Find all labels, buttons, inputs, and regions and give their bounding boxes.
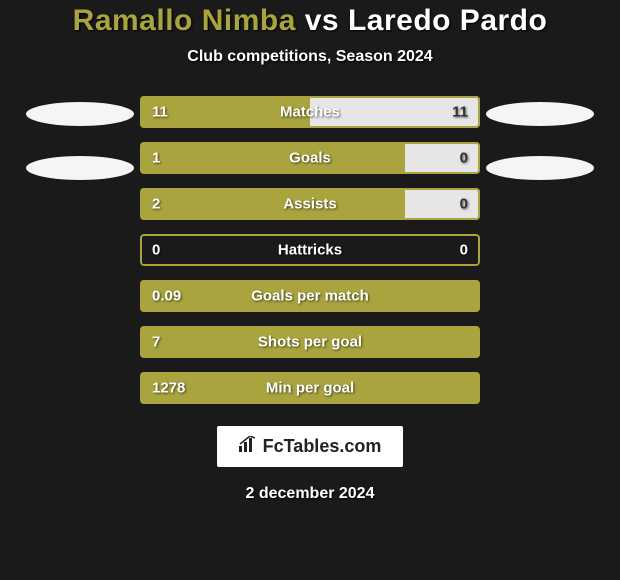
stat-row: 0 0 Hattricks	[140, 234, 480, 266]
stats-bars: 11 11 Matches 1 0 Goals 2 0 Assists 0 0 Hattricks 0.…	[140, 96, 480, 404]
chart-area: 11 11 Matches 1 0 Goals 2 0 Assists 0 0 Hattricks 0.…	[0, 96, 620, 404]
stat-value-left: 0.09	[152, 288, 181, 305]
stat-value-right: 0	[460, 196, 468, 213]
stat-label: Goals	[289, 150, 331, 167]
stat-label: Hattricks	[278, 242, 342, 259]
player1-name: Ramallo Nimba	[73, 4, 296, 37]
player1-photo-placeholder	[26, 102, 134, 126]
stat-bar-right	[405, 188, 480, 220]
stat-row: 1 0 Goals	[140, 142, 480, 174]
source-logo: FcTables.com	[217, 426, 404, 467]
player2-photo-placeholder	[486, 102, 594, 126]
stat-value-left: 1278	[152, 380, 185, 397]
stat-value-right: 0	[460, 150, 468, 167]
stat-label: Assists	[283, 196, 336, 213]
player1-photo-col	[20, 96, 140, 210]
date: 2 december 2024	[246, 485, 375, 503]
stat-bar-right	[405, 142, 480, 174]
stat-value-left: 2	[152, 196, 160, 213]
stat-row: 1278 Min per goal	[140, 372, 480, 404]
player2-photo-col	[480, 96, 600, 210]
vs-text: vs	[305, 4, 339, 37]
stat-row: 11 11 Matches	[140, 96, 480, 128]
source-name: FcTables.com	[263, 436, 382, 457]
stat-row: 7 Shots per goal	[140, 326, 480, 358]
player1-photo-placeholder-2	[26, 156, 134, 180]
stat-label: Min per goal	[266, 380, 354, 397]
title: Ramallo Nimba vs Laredo Pardo	[73, 4, 548, 38]
stat-value-left: 11	[152, 104, 168, 121]
stat-bar-left	[140, 142, 405, 174]
stat-bar-left	[140, 188, 405, 220]
player2-photo-placeholder-2	[486, 156, 594, 180]
stat-value-right: 0	[460, 242, 468, 259]
comparison-widget: Ramallo Nimba vs Laredo Pardo Club compe…	[0, 0, 620, 580]
stat-label: Shots per goal	[258, 334, 362, 351]
stat-label: Matches	[280, 104, 340, 121]
player2-name: Laredo Pardo	[348, 4, 547, 37]
stat-value-left: 0	[152, 242, 160, 259]
stat-value-left: 1	[152, 150, 160, 167]
stat-row: 0.09 Goals per match	[140, 280, 480, 312]
chart-icon	[239, 436, 259, 457]
stat-row: 2 0 Assists	[140, 188, 480, 220]
stat-value-right: 11	[452, 104, 468, 121]
stat-label: Goals per match	[251, 288, 369, 305]
subtitle: Club competitions, Season 2024	[187, 48, 432, 66]
stat-value-left: 7	[152, 334, 160, 351]
